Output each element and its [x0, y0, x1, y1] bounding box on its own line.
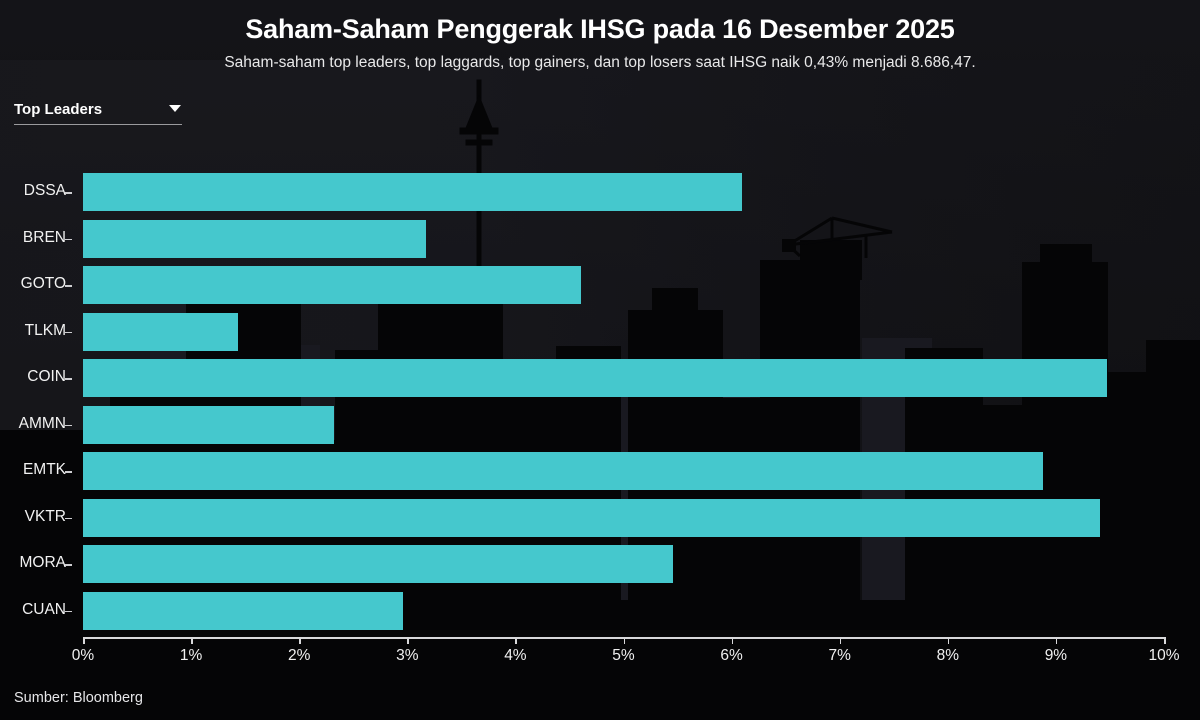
y-axis-tick-mark	[65, 564, 72, 566]
chevron-down-icon[interactable]	[168, 100, 182, 118]
y-axis-tick-label: COIN	[27, 368, 66, 385]
y-axis-tick-label: VKTR	[24, 507, 66, 525]
x-axis-tick-mark	[623, 637, 625, 644]
x-axis-tick-mark	[299, 637, 301, 644]
y-axis-tick-label: GOTO	[20, 275, 66, 292]
y-axis-tick-mark	[65, 378, 72, 380]
series-filter-dropdown[interactable]: Top Leaders	[14, 100, 182, 125]
bar-goto[interactable]	[83, 266, 582, 304]
x-axis-tick-label: 1%	[179, 647, 203, 664]
x-axis-tick-mark	[1055, 637, 1058, 644]
x-axis-tick-mark	[1164, 637, 1166, 644]
bar-dssa[interactable]	[83, 173, 743, 211]
bar-row[interactable]: TLKM	[0, 312, 1200, 351]
y-axis-tick-label: BREN	[22, 228, 66, 246]
x-axis-tick-mark	[731, 637, 734, 644]
y-axis-tick-mark	[65, 285, 72, 287]
y-axis-tick-label: DSSA	[23, 182, 66, 199]
x-axis-tick-label: 0%	[71, 647, 95, 664]
chart-header: Saham-Saham Penggerak IHSG pada 16 Desem…	[0, 0, 1200, 74]
y-axis-tick-mark	[65, 238, 72, 240]
x-axis-tick-label: 8%	[936, 647, 959, 664]
bar-cuan[interactable]	[83, 591, 403, 630]
x-axis-tick-label: 2%	[287, 647, 311, 664]
page-subtitle: Saham-saham top leaders, top laggards, t…	[224, 54, 976, 71]
y-axis-tick-label: EMTK	[22, 461, 66, 478]
y-axis-tick-mark	[65, 517, 72, 519]
bar-vktr[interactable]	[83, 498, 1101, 537]
y-axis-tick-label: CUAN	[22, 600, 66, 618]
x-axis-tick-mark	[191, 637, 193, 644]
bar-mora[interactable]	[83, 545, 674, 583]
x-axis-tick-mark	[407, 637, 409, 644]
bar-coin[interactable]	[83, 359, 1107, 397]
y-axis-tick-mark	[65, 331, 72, 333]
x-axis-tick-label: 10%	[1148, 647, 1180, 664]
x-axis-tick-label: 5%	[612, 647, 635, 664]
bar-row[interactable]: GOTO	[0, 266, 1200, 304]
y-axis-tick-label: TLKM	[24, 321, 66, 339]
y-axis-tick-mark	[65, 192, 72, 194]
x-axis-tick-label: 9%	[1044, 647, 1068, 664]
x-axis-tick-mark	[839, 637, 842, 644]
bar-tlkm[interactable]	[83, 312, 238, 351]
x-axis-tick-mark	[515, 637, 517, 644]
x-axis-tick-mark	[83, 637, 85, 644]
bar-row[interactable]: BREN	[0, 219, 1200, 258]
x-axis-tick-label: 6%	[720, 647, 743, 664]
x-axis-tick-mark	[947, 637, 950, 644]
source-note: Sumber: Bloomberg	[14, 690, 143, 706]
x-axis-tick-label: 7%	[828, 647, 851, 664]
bar-ammn[interactable]	[83, 405, 334, 444]
y-axis-tick-label: AMMN	[18, 414, 66, 432]
x-axis-tick-label: 4%	[504, 647, 527, 664]
bar-emtk[interactable]	[83, 452, 1043, 490]
y-axis-tick-mark	[65, 424, 72, 426]
y-axis-tick-mark	[65, 471, 72, 473]
page-title: Saham-Saham Penggerak IHSG pada 16 Desem…	[245, 14, 955, 44]
y-axis-tick-mark	[65, 610, 72, 612]
series-filter-label: Top Leaders	[14, 100, 103, 118]
bar-row[interactable]: COIN	[0, 359, 1200, 397]
x-axis-tick-label: 3%	[396, 647, 419, 664]
bar-row[interactable]: DSSA	[0, 173, 1200, 211]
bar-row[interactable]: EMTK	[0, 452, 1200, 490]
bar-row[interactable]: CUAN	[0, 591, 1200, 630]
bar-bren[interactable]	[83, 219, 426, 258]
bar-row[interactable]: AMMN	[0, 405, 1200, 444]
y-axis-tick-label: MORA	[19, 554, 67, 571]
bar-row[interactable]: MORA	[0, 545, 1200, 583]
bar-row[interactable]: VKTR	[0, 498, 1200, 537]
